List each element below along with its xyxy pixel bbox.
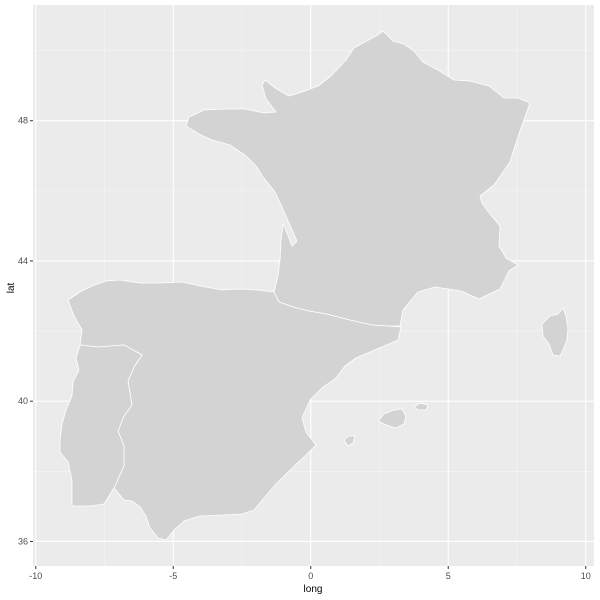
region-ibiza (343, 435, 356, 447)
y-tick-label: 48 (18, 116, 28, 126)
x-axis-ticks (35, 566, 587, 569)
x-axis-title: long (304, 584, 323, 595)
y-tick-label: 36 (18, 536, 28, 546)
y-tick-label: 44 (18, 256, 28, 266)
x-tick-label: 10 (581, 571, 591, 581)
y-tick-label: 40 (18, 396, 28, 406)
x-tick-label: 0 (308, 571, 313, 581)
x-tick-label: 5 (446, 571, 451, 581)
y-axis-tick-labels: 36 40 44 48 (18, 116, 28, 547)
x-tick-label: -10 (29, 571, 42, 581)
land-regions (59, 30, 569, 541)
region-portugal (59, 344, 143, 507)
y-axis-ticks (30, 120, 33, 542)
x-tick-label: -5 (169, 571, 177, 581)
x-axis: -10 -5 0 5 10 long (29, 566, 591, 595)
x-axis-tick-labels: -10 -5 0 5 10 (29, 571, 591, 581)
y-axis-title: lat (6, 282, 17, 293)
y-axis: 36 40 44 48 lat (6, 116, 33, 547)
region-mallorca (377, 408, 407, 429)
region-corsica (541, 307, 569, 357)
region-menorca (413, 402, 429, 411)
